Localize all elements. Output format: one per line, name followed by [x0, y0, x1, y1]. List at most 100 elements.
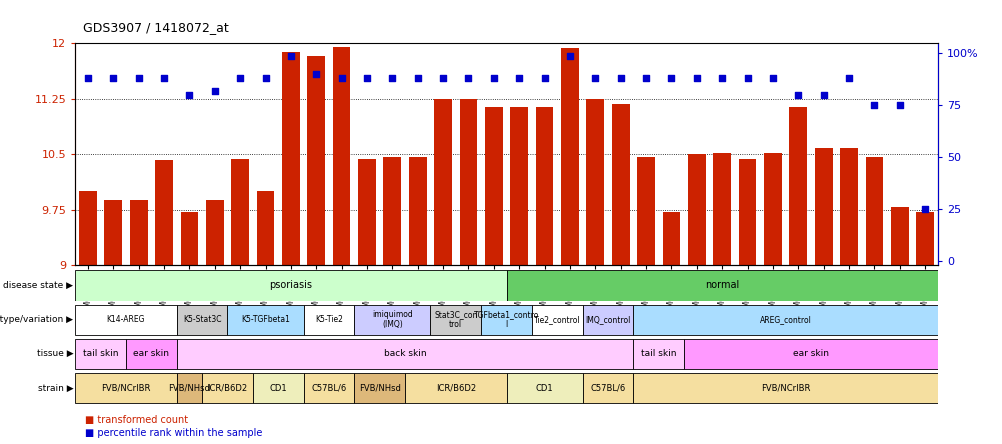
FancyBboxPatch shape [176, 339, 632, 369]
FancyBboxPatch shape [506, 373, 582, 403]
FancyBboxPatch shape [253, 373, 304, 403]
FancyBboxPatch shape [632, 373, 937, 403]
Text: strain ▶: strain ▶ [37, 384, 73, 392]
Bar [383, 157, 401, 265]
FancyBboxPatch shape [126, 339, 176, 369]
Bar [687, 154, 705, 265]
Bar [129, 200, 147, 265]
Point [511, 75, 527, 82]
Text: disease state ▶: disease state ▶ [3, 281, 73, 290]
Point [587, 75, 603, 82]
Text: K5-Stat3C: K5-Stat3C [182, 315, 221, 324]
Bar [180, 212, 198, 265]
Bar [764, 153, 781, 265]
Bar [434, 99, 452, 265]
Text: ear skin: ear skin [133, 349, 169, 358]
Text: FVB/NCrIBR: FVB/NCrIBR [761, 384, 810, 392]
FancyBboxPatch shape [354, 373, 405, 403]
Point [662, 75, 678, 82]
Text: tail skin: tail skin [640, 349, 675, 358]
Bar [231, 159, 248, 265]
Point [765, 75, 781, 82]
Text: K5-Tie2: K5-Tie2 [315, 315, 343, 324]
FancyBboxPatch shape [354, 305, 430, 335]
Text: back skin: back skin [384, 349, 426, 358]
FancyBboxPatch shape [430, 305, 481, 335]
Point [105, 75, 121, 82]
Bar [865, 157, 883, 265]
Point [258, 75, 274, 82]
Bar [840, 148, 857, 265]
Point [891, 102, 907, 109]
FancyBboxPatch shape [201, 373, 253, 403]
Text: tissue ▶: tissue ▶ [36, 349, 73, 358]
Point [435, 75, 451, 82]
Point [688, 75, 704, 82]
Bar [510, 107, 527, 265]
Point [384, 75, 400, 82]
Point [713, 75, 729, 82]
Bar [662, 212, 679, 265]
Text: ■ transformed count: ■ transformed count [85, 415, 188, 424]
FancyBboxPatch shape [632, 305, 937, 335]
Bar [333, 47, 350, 265]
Text: ■ percentile rank within the sample: ■ percentile rank within the sample [85, 428, 263, 438]
Text: K14-AREG: K14-AREG [106, 315, 145, 324]
Bar [409, 157, 426, 265]
Point [485, 75, 501, 82]
Text: Stat3C_con
trol: Stat3C_con trol [434, 310, 477, 329]
FancyBboxPatch shape [75, 270, 506, 301]
FancyBboxPatch shape [75, 373, 176, 403]
Point [840, 75, 856, 82]
Point [637, 75, 653, 82]
FancyBboxPatch shape [75, 305, 176, 335]
FancyBboxPatch shape [304, 373, 354, 403]
Text: GDS3907 / 1418072_at: GDS3907 / 1418072_at [82, 21, 228, 34]
Bar [307, 56, 325, 265]
FancyBboxPatch shape [531, 305, 582, 335]
Bar [205, 200, 223, 265]
Point [80, 75, 96, 82]
Text: genotype/variation ▶: genotype/variation ▶ [0, 315, 73, 324]
Point [738, 75, 755, 82]
Point [409, 75, 425, 82]
Text: CD1: CD1 [270, 384, 287, 392]
FancyBboxPatch shape [582, 373, 632, 403]
FancyBboxPatch shape [176, 373, 201, 403]
Point [359, 75, 375, 82]
Point [283, 52, 299, 59]
Point [231, 75, 247, 82]
Bar [104, 200, 122, 265]
Bar [789, 107, 807, 265]
Text: ICR/B6D2: ICR/B6D2 [435, 384, 475, 392]
Point [334, 75, 350, 82]
Text: normal: normal [704, 281, 738, 290]
Point [460, 75, 476, 82]
Point [156, 75, 172, 82]
Bar [257, 191, 275, 265]
Text: tail skin: tail skin [83, 349, 118, 358]
Bar [358, 159, 376, 265]
FancyBboxPatch shape [176, 305, 227, 335]
FancyBboxPatch shape [632, 339, 683, 369]
FancyBboxPatch shape [506, 270, 937, 301]
Bar [282, 52, 300, 265]
Point [536, 75, 552, 82]
Point [916, 206, 932, 213]
FancyBboxPatch shape [75, 339, 126, 369]
Text: K5-TGFbeta1: K5-TGFbeta1 [240, 315, 290, 324]
Bar [712, 153, 730, 265]
Bar [535, 107, 553, 265]
Bar [890, 207, 908, 265]
Text: ear skin: ear skin [793, 349, 828, 358]
Bar [560, 48, 578, 265]
Bar [814, 148, 832, 265]
Bar [916, 212, 933, 265]
Bar [155, 160, 172, 265]
Text: psoriasis: psoriasis [270, 281, 312, 290]
Text: CD1: CD1 [535, 384, 553, 392]
Text: Tie2_control: Tie2_control [533, 315, 580, 324]
Point [612, 75, 628, 82]
Text: IMQ_control: IMQ_control [585, 315, 630, 324]
Bar [586, 99, 603, 265]
